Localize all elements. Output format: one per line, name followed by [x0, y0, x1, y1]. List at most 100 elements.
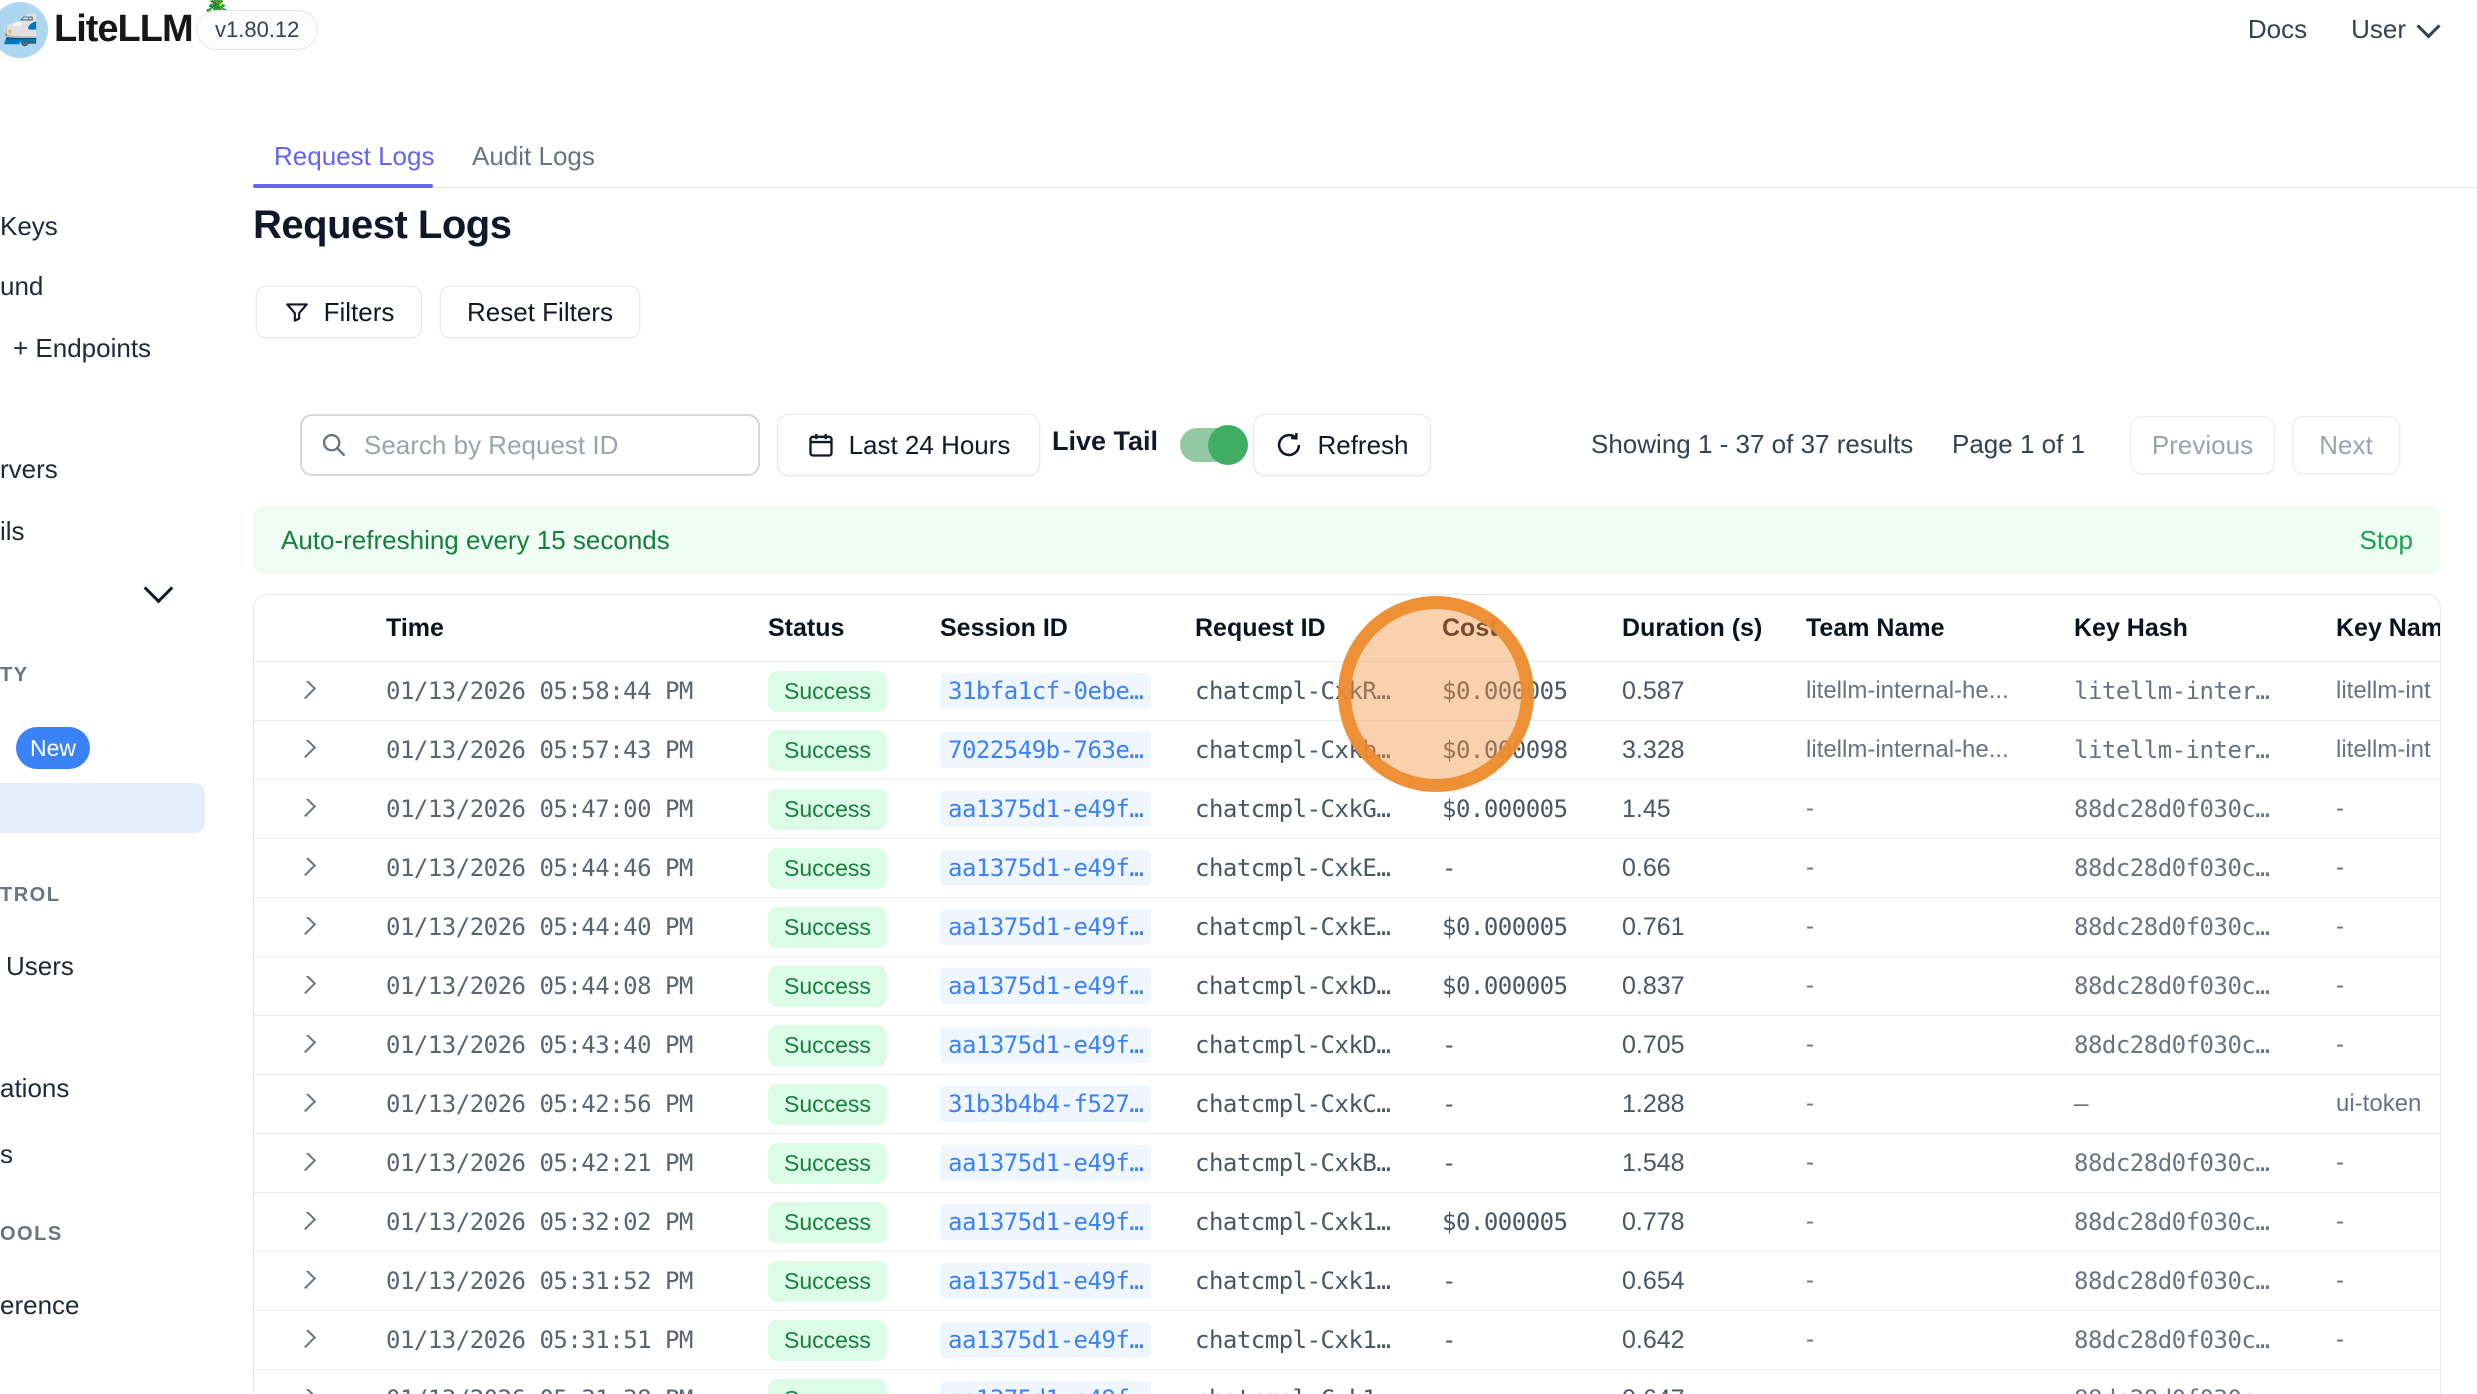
session-id-link[interactable]: aa1375d1-e49f…: [920, 850, 1175, 886]
tab-audit-logs[interactable]: Audit Logs: [472, 141, 595, 172]
team-name-cell: -: [1786, 972, 2054, 1000]
row-expand-chevron[interactable]: [254, 1153, 366, 1173]
chevron-right-icon: [295, 858, 316, 876]
session-id-link[interactable]: aa1375d1-e49f…: [920, 968, 1175, 1004]
sidebar-item-fragment[interactable]: und: [0, 271, 43, 302]
duration-cell: 0.705: [1602, 1031, 1786, 1060]
row-expand-chevron[interactable]: [254, 858, 366, 878]
session-id-chip[interactable]: 31bfa1cf-0ebe…: [940, 673, 1151, 709]
key-name-cell: ui-token: [2316, 1090, 2440, 1118]
next-page-button[interactable]: Next: [2292, 416, 2400, 474]
stop-auto-refresh-link[interactable]: Stop: [2360, 525, 2414, 556]
sidebar-item-fragment[interactable]: Users: [6, 951, 74, 982]
key-name-cell: litellm-int: [2316, 677, 2440, 705]
search-input[interactable]: [300, 414, 760, 476]
chevron-right-icon: [295, 976, 316, 994]
request-id-cell: chatcmpl-Cxk1…: [1175, 1208, 1422, 1236]
sidebar-collapse-chevron-icon[interactable]: [144, 574, 174, 604]
sidebar-item-fragment[interactable]: s: [0, 1139, 13, 1170]
reset-filters-button[interactable]: Reset Filters: [440, 286, 640, 338]
chevron-right-icon: [295, 799, 316, 817]
row-expand-chevron[interactable]: [254, 740, 366, 760]
team-name-cell: -: [1786, 1326, 2054, 1354]
row-expand-chevron[interactable]: [254, 1330, 366, 1350]
sidebar-item-fragment[interactable]: Keys: [0, 211, 58, 242]
row-expand-chevron[interactable]: [254, 1271, 366, 1291]
status-badge: Success: [768, 848, 887, 889]
session-id-link[interactable]: 31bfa1cf-0ebe…: [920, 673, 1175, 709]
time-cell: 01/13/2026 05:43:40 PM: [366, 1031, 748, 1059]
session-id-link[interactable]: aa1375d1-e49f…: [920, 791, 1175, 827]
sidebar-item-fragment[interactable]: ils: [0, 516, 25, 547]
status-cell: Success: [748, 1202, 920, 1243]
session-id-chip[interactable]: aa1375d1-e49f…: [940, 1027, 1151, 1063]
session-id-link[interactable]: aa1375d1-e49f…: [920, 1204, 1175, 1240]
team-name-cell: litellm-internal-he...: [1786, 677, 2054, 705]
session-id-link[interactable]: aa1375d1-e49f…: [920, 1263, 1175, 1299]
session-id-chip[interactable]: 31b3b4b4-f527…: [940, 1086, 1151, 1122]
duration-cell: 0.778: [1602, 1208, 1786, 1237]
row-expand-chevron[interactable]: [254, 681, 366, 701]
row-expand-chevron[interactable]: [254, 1035, 366, 1055]
session-id-chip[interactable]: aa1375d1-e49f…: [940, 1204, 1151, 1240]
session-id-link[interactable]: aa1375d1-e49f…: [920, 909, 1175, 945]
session-id-chip[interactable]: aa1375d1-e49f…: [940, 1145, 1151, 1181]
row-expand-chevron[interactable]: [254, 799, 366, 819]
session-id-link[interactable]: aa1375d1-e49f…: [920, 1322, 1175, 1358]
tab-request-logs[interactable]: Request Logs: [274, 141, 434, 172]
table-row[interactable]: 01/13/2026 05:31:38 PMSuccessaa1375d1-e4…: [254, 1370, 2440, 1394]
docs-link[interactable]: Docs: [2248, 14, 2307, 45]
request-id-cell: chatcmpl-Cxk1…: [1175, 1267, 1422, 1295]
page-indicator: Page 1 of 1: [1952, 429, 2085, 460]
session-id-chip[interactable]: 7022549b-763e…: [940, 732, 1151, 768]
sidebar-item-fragment[interactable]: + Endpoints: [13, 333, 151, 364]
page-title: Request Logs: [253, 203, 511, 248]
cost-cell: $0.000005: [1422, 795, 1602, 823]
sidebar-item-fragment[interactable]: erence: [0, 1290, 80, 1321]
session-id-chip[interactable]: aa1375d1-e49f…: [940, 1263, 1151, 1299]
session-id-link[interactable]: aa1375d1-e49f…: [920, 1145, 1175, 1181]
sidebar-item-fragment[interactable]: ations: [0, 1073, 69, 1104]
session-id-chip[interactable]: aa1375d1-e49f…: [940, 968, 1151, 1004]
cost-cell: -: [1422, 854, 1602, 882]
column-header: Time: [366, 614, 748, 643]
date-range-button[interactable]: Last 24 Hours: [777, 414, 1040, 476]
time-cell: 01/13/2026 05:42:56 PM: [366, 1090, 748, 1118]
session-id-chip[interactable]: aa1375d1-e49f…: [940, 1381, 1151, 1394]
refresh-button[interactable]: Refresh: [1253, 414, 1431, 476]
row-expand-chevron[interactable]: [254, 1389, 366, 1394]
user-menu[interactable]: User: [2351, 14, 2437, 45]
session-id-link[interactable]: aa1375d1-e49f…: [920, 1027, 1175, 1063]
previous-page-button[interactable]: Previous: [2130, 416, 2275, 474]
key-hash-cell: 88dc28d0f030c…: [2054, 1385, 2316, 1394]
row-expand-chevron[interactable]: [254, 976, 366, 996]
filters-button[interactable]: Filters: [256, 286, 422, 338]
row-expand-chevron[interactable]: [254, 917, 366, 937]
row-expand-chevron[interactable]: [254, 1094, 366, 1114]
duration-cell: 0.654: [1602, 1267, 1786, 1296]
row-expand-chevron[interactable]: [254, 1212, 366, 1232]
session-id-chip[interactable]: aa1375d1-e49f…: [940, 909, 1151, 945]
session-id-link[interactable]: 31b3b4b4-f527…: [920, 1086, 1175, 1122]
sidebar-item-fragment[interactable]: rvers: [0, 454, 58, 485]
team-name-cell: -: [1786, 1090, 2054, 1118]
filters-button-label: Filters: [324, 297, 395, 328]
session-id-link[interactable]: aa1375d1-e49f…: [920, 1381, 1175, 1394]
session-id-link[interactable]: 7022549b-763e…: [920, 732, 1175, 768]
session-id-chip[interactable]: aa1375d1-e49f…: [940, 1322, 1151, 1358]
cost-cell: -: [1422, 1326, 1602, 1354]
session-id-chip[interactable]: aa1375d1-e49f…: [940, 791, 1151, 827]
live-tail-toggle[interactable]: [1180, 428, 1244, 462]
session-id-chip[interactable]: aa1375d1-e49f…: [940, 850, 1151, 886]
sidebar-active-item-highlight[interactable]: [0, 783, 205, 833]
